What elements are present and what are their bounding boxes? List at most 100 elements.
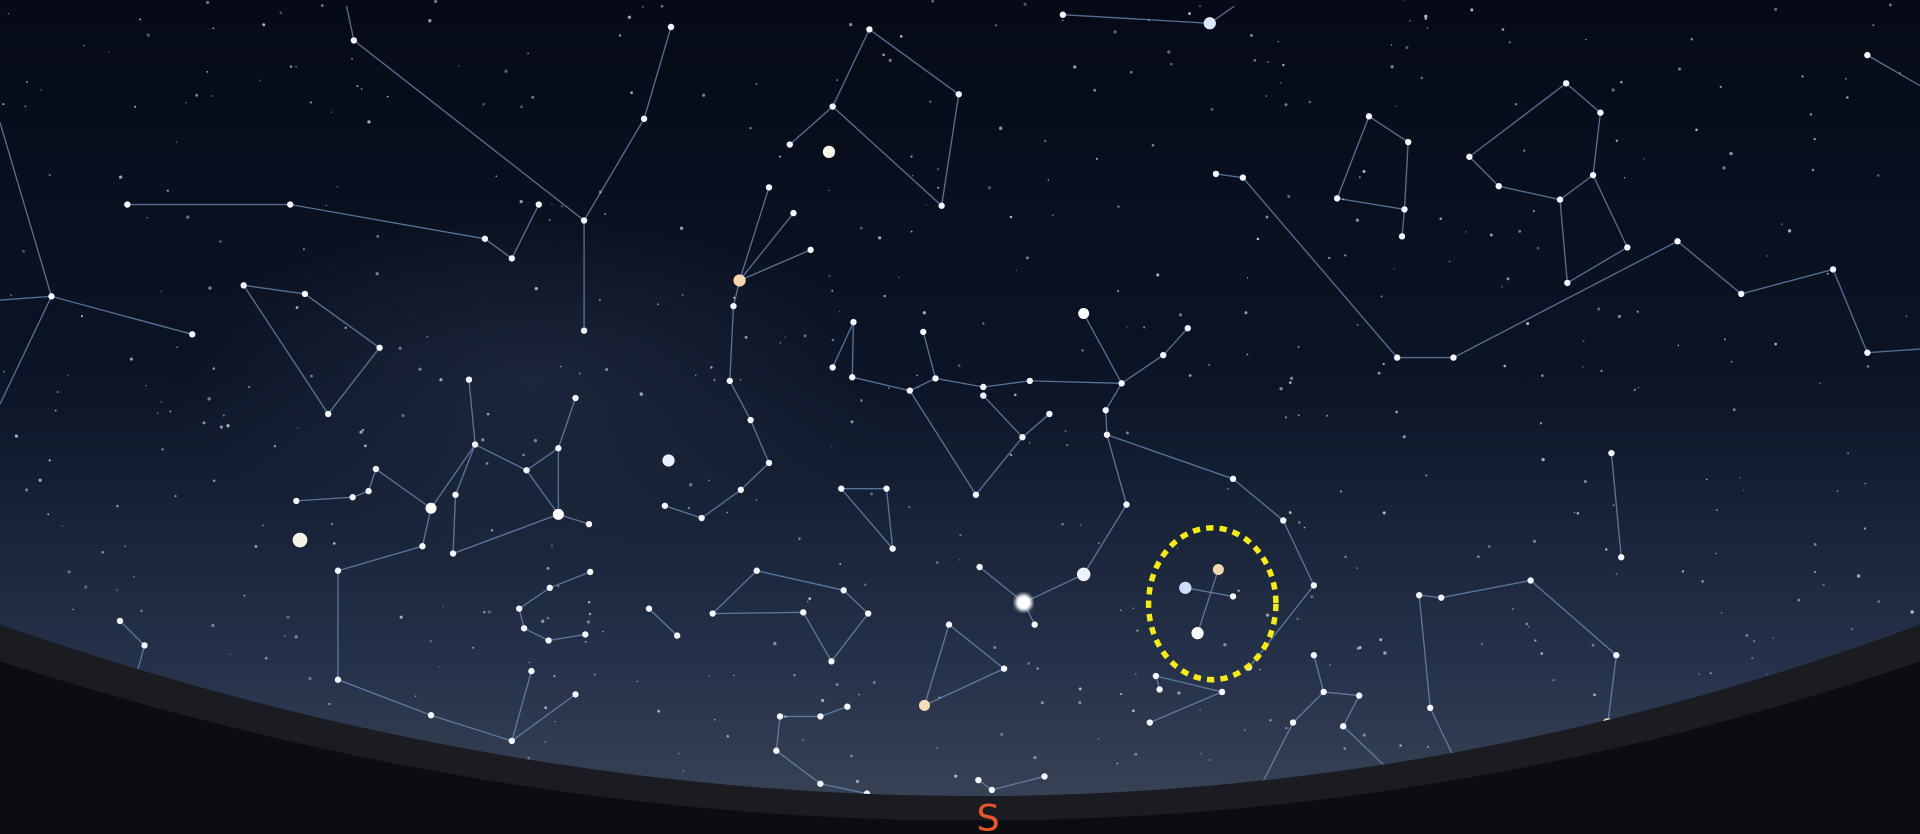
star (920, 328, 927, 336)
star (863, 583, 867, 587)
star (1188, 12, 1191, 16)
star (1208, 363, 1211, 366)
star (1600, 369, 1603, 372)
bright-star (1191, 627, 1204, 640)
star (1674, 238, 1681, 245)
star (1229, 475, 1237, 483)
star (1729, 151, 1733, 156)
star (324, 410, 332, 418)
star (702, 93, 706, 97)
star (222, 414, 225, 417)
star (582, 631, 589, 638)
star (1405, 45, 1409, 50)
star (803, 334, 807, 338)
star (1856, 574, 1861, 578)
star (1408, 19, 1411, 22)
star (1819, 382, 1822, 385)
star (1787, 229, 1792, 233)
star (1229, 593, 1237, 600)
star (838, 485, 845, 492)
star (25, 488, 29, 492)
star (749, 127, 752, 130)
star (640, 115, 648, 122)
milky-way (171, 159, 1200, 650)
star (1872, 24, 1875, 27)
star (1296, 617, 1299, 621)
star (1822, 583, 1825, 587)
star (1540, 652, 1544, 655)
constellation-line (832, 321, 1189, 392)
star (519, 199, 523, 204)
star (657, 303, 660, 306)
star (878, 236, 882, 240)
star (1766, 673, 1769, 675)
star (219, 425, 223, 429)
star (1199, 5, 1201, 8)
star (1615, 139, 1619, 142)
star (922, 311, 927, 315)
star (1244, 311, 1248, 315)
star (1116, 289, 1120, 293)
star (1023, 2, 1027, 6)
star (54, 409, 57, 412)
star (598, 190, 602, 194)
star (1470, 8, 1474, 12)
star (508, 737, 516, 745)
star (938, 696, 941, 699)
star (793, 673, 796, 677)
star (1910, 610, 1914, 614)
star (309, 101, 312, 104)
star (828, 658, 835, 665)
star (551, 544, 553, 547)
star (1501, 28, 1505, 31)
star (330, 111, 333, 113)
star (548, 218, 551, 222)
star (1383, 651, 1387, 655)
star (286, 615, 290, 619)
star (821, 698, 825, 703)
star (1527, 625, 1530, 628)
star (602, 630, 604, 633)
star (146, 33, 150, 37)
star (1136, 629, 1139, 632)
star (817, 713, 824, 720)
star (586, 620, 590, 624)
star (660, 4, 664, 8)
star (554, 720, 556, 723)
constellation-line (840, 487, 894, 551)
star (1864, 51, 1871, 59)
star (1116, 762, 1119, 765)
constellation-line (922, 331, 937, 379)
star (1401, 206, 1408, 213)
star (1036, 667, 1039, 670)
star (1298, 521, 1301, 524)
star (132, 575, 135, 578)
star (1690, 37, 1694, 41)
bright-star (425, 502, 437, 514)
star (523, 467, 530, 474)
star (1160, 351, 1167, 359)
star (25, 80, 29, 84)
star (1597, 307, 1601, 311)
star (1404, 138, 1412, 146)
star (287, 201, 294, 208)
star (1333, 195, 1341, 202)
star (870, 492, 873, 496)
star (67, 374, 70, 377)
star (1395, 410, 1399, 414)
star (753, 567, 760, 574)
star (1814, 571, 1817, 574)
star (1365, 113, 1373, 120)
star (906, 387, 913, 394)
star (520, 105, 524, 109)
star (1289, 719, 1297, 726)
faint-stars (2, 0, 1914, 783)
star (850, 420, 854, 424)
star (140, 609, 143, 612)
star (1809, 113, 1813, 116)
star (765, 459, 773, 467)
star (801, 738, 804, 742)
star (1362, 169, 1366, 173)
constellation-line (1610, 453, 1622, 558)
star (765, 184, 773, 191)
